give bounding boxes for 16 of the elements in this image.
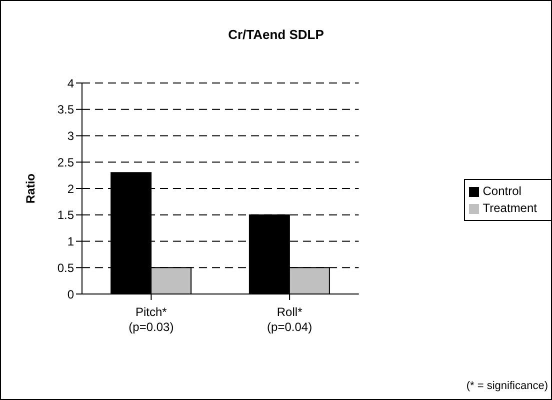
legend-label: Treatment [482,201,537,215]
y-tick-label: 2 [67,182,74,196]
y-tick-label: 0 [67,287,74,302]
y-tick-label: 3 [67,129,74,144]
y-axis-title: Ratio [23,174,38,204]
y-tick-label: 3.5 [57,102,74,117]
text: (* = significance) [466,380,548,392]
y-tick-label: 1.5 [57,208,74,222]
chart-title: Cr/TAend SDLP [227,27,325,42]
legend-label: Control [482,184,522,198]
y-tick-label: 0.5 [57,260,74,275]
y-tick-label: 1 [67,234,74,249]
y-tick-label: 4 [67,76,74,90]
x-tick-label: Pitch* (p=0.03) [128,305,174,334]
y-tick-label: 2.5 [57,155,74,170]
x-tick-label: Roll* (p=0.04) [267,305,312,334]
